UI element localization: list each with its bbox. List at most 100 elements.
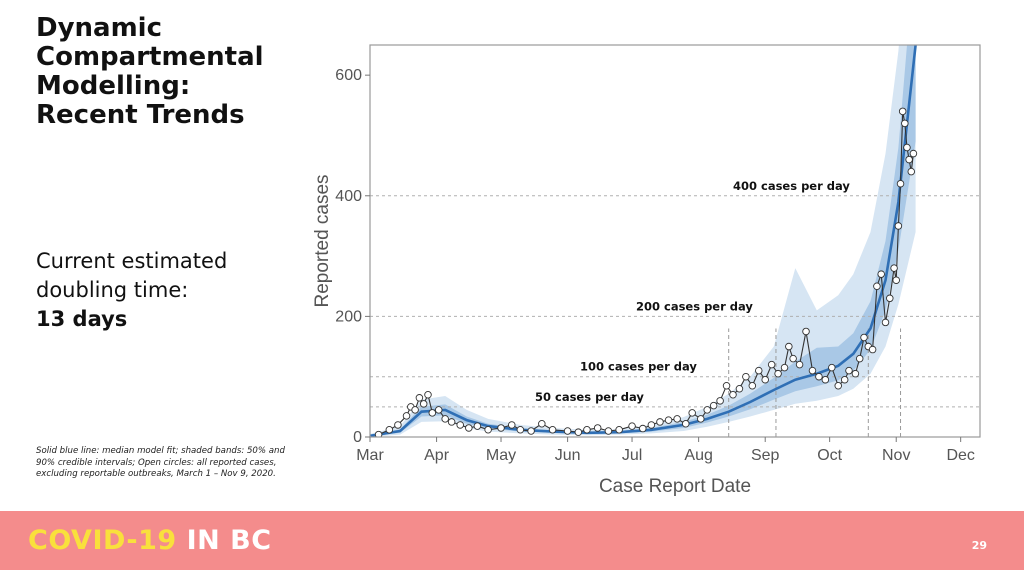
reference-label: 200 cases per day [636, 299, 753, 313]
observed-point [709, 401, 718, 410]
observed-point [428, 409, 437, 417]
observed-point [802, 327, 810, 336]
observed-point [703, 406, 711, 414]
observed-point [563, 427, 572, 435]
median-fit [370, 45, 917, 437]
observed-point [697, 415, 705, 423]
x-tick-label: Oct [817, 447, 842, 464]
x-axis-ticks: Mar Apr May Jun Jul Aug Sep Oct Nov Dec [356, 437, 975, 464]
observed-point [755, 366, 763, 375]
title-line: Modelling: [36, 71, 191, 101]
y-axis-label: Reported cases [312, 174, 333, 307]
y-tick-label: 200 [335, 308, 362, 325]
observed-point [508, 421, 516, 429]
observed-point [688, 409, 696, 417]
observed-point [574, 428, 583, 436]
chart-footnote: Solid blue line: median model fit; shade… [36, 446, 285, 480]
doubling-value: 13 days [36, 307, 128, 331]
y-tick-label: 0 [353, 429, 362, 446]
observed-point [898, 107, 907, 116]
y-tick-label: 600 [335, 67, 362, 84]
observed-point [877, 270, 885, 278]
observed-point [860, 333, 868, 342]
title-line: Dynamic [36, 13, 163, 43]
observed-point [419, 400, 428, 408]
observed-point [901, 119, 909, 128]
observed-point [628, 422, 636, 430]
observed-point [447, 418, 456, 426]
x-tick-label: Apr [424, 447, 450, 464]
page-number: 29 [971, 539, 987, 552]
observed-point [593, 424, 602, 432]
observed-point [639, 424, 647, 433]
doubling-label-line: Current estimated [36, 249, 228, 273]
observed-point [903, 143, 911, 152]
observed-point [828, 363, 836, 372]
observed-point [456, 421, 464, 429]
credible-bands [370, 45, 916, 437]
observed-point [656, 418, 664, 426]
title-line: Compartmental [36, 42, 264, 72]
observed-point [851, 369, 860, 378]
reference-label: 400 cases per day [733, 179, 850, 193]
observed-point [868, 345, 877, 354]
brand-part-covid: COVID-19 [28, 525, 177, 556]
observed-series [374, 107, 918, 437]
observed-point [785, 342, 793, 351]
observed-point [795, 360, 804, 369]
observed-point [465, 424, 473, 432]
observed-point [415, 394, 424, 402]
observed-point [664, 416, 673, 424]
observed-point [789, 354, 797, 363]
doubling-time-block: Current estimated doubling time: 13 days [36, 247, 296, 334]
observed-point [647, 421, 656, 429]
band-90 [370, 45, 916, 437]
observed-point [716, 397, 724, 405]
x-tick-label: Aug [684, 447, 712, 464]
observed-point [815, 372, 823, 381]
observed-point [892, 276, 900, 284]
observed-point [894, 222, 903, 230]
observed-point [402, 412, 411, 420]
observed-point [424, 391, 432, 399]
x-tick-label: May [486, 447, 516, 464]
observed-point [673, 415, 681, 423]
observed-point [735, 385, 744, 393]
observed-point [748, 381, 757, 390]
observed-point [527, 427, 535, 435]
observed-point [473, 422, 482, 430]
observed-point [681, 419, 690, 428]
brand-part-bc: IN BC [186, 525, 272, 556]
observed-point [722, 381, 731, 390]
observed-point [855, 354, 864, 363]
observed-point [742, 372, 750, 381]
footer-bar: COVID-19 IN BC 29 [0, 511, 1024, 570]
doubling-label-line: doubling time: [36, 278, 189, 302]
observed-point [881, 318, 890, 327]
reported-cases-chart: 50 cases per day 100 cases per day 200 cas… [312, 44, 981, 497]
observed-point [484, 426, 492, 434]
observed-point [834, 381, 842, 390]
observed-point [441, 415, 449, 423]
observed-point [548, 426, 557, 434]
median-line [370, 45, 917, 437]
observed-point [873, 282, 881, 290]
observed-point [374, 430, 383, 437]
observed-point [767, 360, 776, 369]
observed-point [761, 375, 769, 384]
observed-point [907, 167, 916, 176]
observed-point [780, 363, 789, 372]
observed-point [905, 155, 913, 164]
observed-point [886, 294, 894, 303]
observed-point [774, 369, 782, 378]
observed-point [583, 426, 591, 434]
x-tick-label: Nov [882, 447, 910, 464]
y-axis-ticks: 0 200 400 600 [335, 67, 370, 446]
observed-point [909, 149, 918, 158]
x-axis-label: Case Report Date [599, 476, 751, 497]
x-tick-label: Jun [555, 447, 581, 464]
slide-title: Dynamic Compartmental Modelling: Recent … [36, 14, 296, 130]
x-tick-label: Sep [751, 447, 780, 464]
observed-point [845, 366, 853, 375]
observed-point [516, 426, 525, 434]
